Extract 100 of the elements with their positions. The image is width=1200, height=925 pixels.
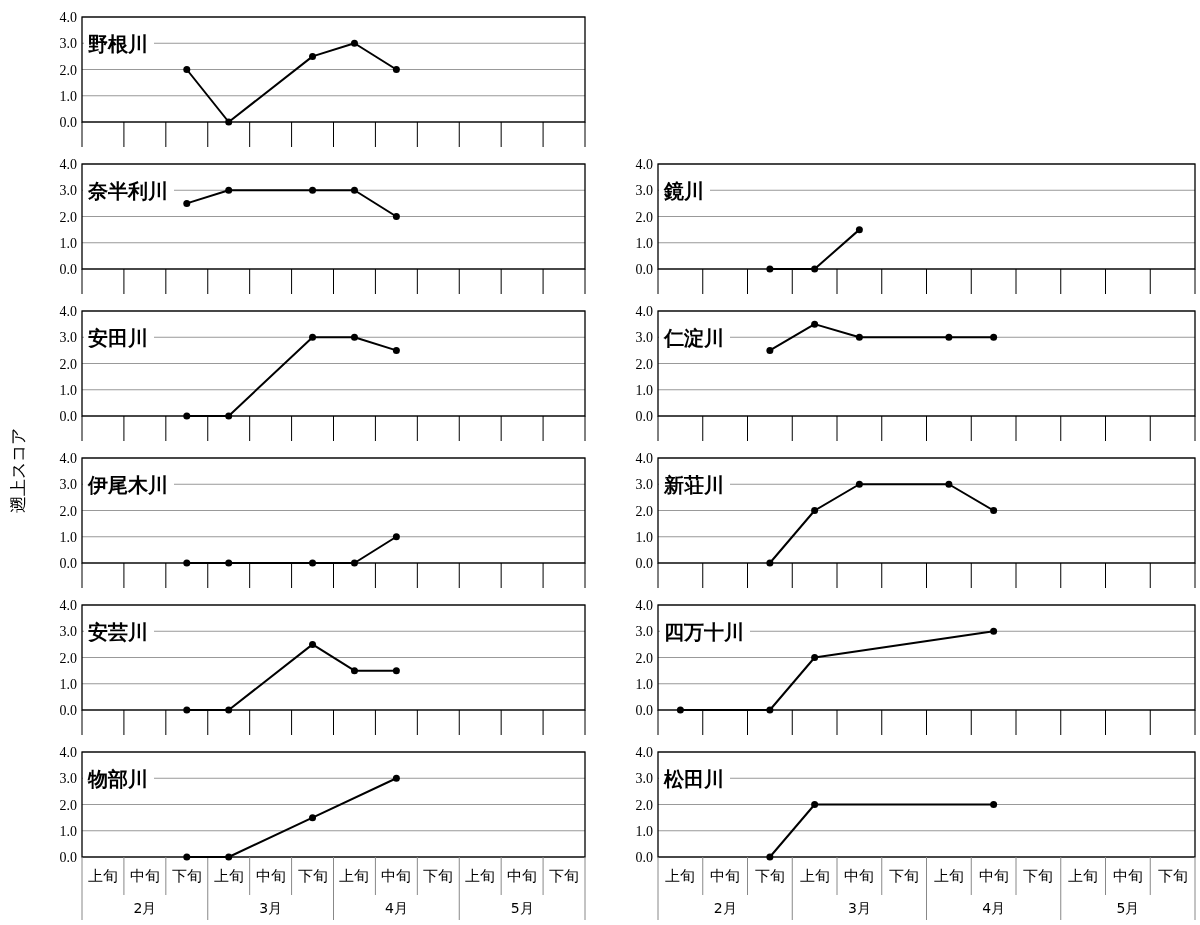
y-tick-label: 0.0 bbox=[59, 262, 77, 277]
x-tick-label: 中旬 bbox=[381, 867, 412, 885]
y-tick-label: 4.0 bbox=[635, 598, 653, 613]
y-tick-label: 3.0 bbox=[635, 771, 653, 787]
point bbox=[855, 333, 863, 341]
y-axis-title: 遡上スコア bbox=[8, 427, 28, 513]
text: 松田川 bbox=[663, 767, 724, 791]
point bbox=[392, 213, 400, 220]
x-tick-label: 上旬 bbox=[87, 867, 118, 885]
point bbox=[945, 480, 953, 488]
y-tick-label: 3.0 bbox=[635, 183, 653, 199]
point bbox=[183, 412, 191, 420]
point bbox=[811, 320, 819, 328]
y-tick-label: 1.0 bbox=[635, 529, 653, 545]
text: 安田川 bbox=[88, 326, 148, 350]
y-tick-label: 4.0 bbox=[59, 10, 77, 25]
point bbox=[392, 774, 400, 782]
point bbox=[766, 559, 774, 567]
x-tick-label: 上旬 bbox=[339, 867, 370, 885]
y-tick-label: 0.0 bbox=[635, 556, 653, 571]
text: 5月 bbox=[510, 900, 534, 916]
point bbox=[350, 186, 358, 194]
text: 四万十川 bbox=[664, 620, 744, 644]
y-tick-label: 0.0 bbox=[635, 262, 653, 277]
y-tick-label: 1.0 bbox=[59, 235, 77, 251]
point bbox=[766, 706, 774, 714]
y-tick-label: 1.0 bbox=[59, 529, 77, 545]
text: 安芸川 bbox=[88, 620, 148, 644]
y-tick-label: 3.0 bbox=[59, 477, 77, 493]
text: 4月 bbox=[982, 900, 1006, 916]
y-tick-label: 4.0 bbox=[59, 304, 77, 319]
point bbox=[225, 853, 233, 861]
x-tick-label: 下旬 bbox=[423, 867, 454, 885]
x-tick-label: 中旬 bbox=[1112, 867, 1143, 885]
point bbox=[392, 667, 400, 675]
y-tick-label: 1.0 bbox=[635, 823, 653, 839]
y-tick-label: 0.0 bbox=[59, 850, 77, 865]
text: 物部川 bbox=[87, 767, 148, 791]
y-tick-label: 4.0 bbox=[635, 745, 653, 760]
y-tick-label: 2.0 bbox=[59, 209, 77, 225]
point bbox=[392, 346, 400, 354]
point bbox=[225, 412, 233, 420]
point bbox=[225, 118, 233, 126]
y-tick-label: 1.0 bbox=[635, 676, 653, 692]
y-tick-label: 1.0 bbox=[635, 235, 653, 251]
point bbox=[990, 333, 998, 341]
text: 新荘川 bbox=[663, 473, 724, 497]
y-tick-label: 0.0 bbox=[59, 703, 77, 718]
point bbox=[183, 706, 191, 714]
point bbox=[350, 39, 358, 47]
x-tick-label: 上旬 bbox=[933, 867, 964, 885]
y-tick-label: 4.0 bbox=[59, 157, 77, 172]
point bbox=[183, 853, 191, 861]
text: 2月 bbox=[133, 900, 157, 916]
x-tick-label: 下旬 bbox=[171, 867, 202, 885]
text: 2月 bbox=[713, 900, 737, 916]
y-tick-label: 4.0 bbox=[59, 598, 77, 613]
y-tick-label: 2.0 bbox=[59, 650, 77, 666]
point bbox=[766, 346, 774, 354]
point bbox=[676, 706, 684, 714]
x-tick-label: 下旬 bbox=[754, 867, 785, 885]
y-tick-label: 0.0 bbox=[59, 556, 77, 571]
x-tick-label: 上旬 bbox=[1068, 867, 1099, 885]
text: 4月 bbox=[384, 900, 408, 916]
text: 伊尾木川 bbox=[87, 473, 168, 497]
y-tick-label: 1.0 bbox=[635, 382, 653, 398]
x-tick-label: 中旬 bbox=[844, 867, 875, 885]
y-tick-label: 2.0 bbox=[635, 356, 653, 372]
y-tick-label: 3.0 bbox=[59, 771, 77, 787]
point bbox=[990, 507, 998, 514]
x-tick-label: 下旬 bbox=[889, 867, 920, 885]
y-tick-label: 2.0 bbox=[59, 356, 77, 372]
point bbox=[855, 480, 863, 488]
y-tick-label: 3.0 bbox=[59, 36, 77, 52]
point bbox=[350, 333, 358, 341]
x-tick-label: 中旬 bbox=[978, 867, 1009, 885]
y-tick-label: 1.0 bbox=[59, 88, 77, 104]
x-tick-label: 上旬 bbox=[665, 867, 696, 885]
y-tick-label: 1.0 bbox=[59, 676, 77, 692]
x-tick-label: 中旬 bbox=[710, 867, 741, 885]
y-tick-label: 2.0 bbox=[59, 503, 77, 519]
y-tick-label: 2.0 bbox=[635, 503, 653, 519]
y-tick-label: 2.0 bbox=[635, 650, 653, 666]
text: 3月 bbox=[847, 900, 871, 916]
x-tick-label: 上旬 bbox=[465, 867, 496, 885]
point bbox=[309, 814, 317, 822]
y-tick-label: 0.0 bbox=[59, 115, 77, 130]
point bbox=[945, 333, 953, 341]
point bbox=[350, 667, 358, 675]
y-tick-label: 3.0 bbox=[59, 330, 77, 346]
y-tick-label: 0.0 bbox=[59, 409, 77, 424]
y-tick-label: 4.0 bbox=[635, 304, 653, 319]
x-tick-label: 上旬 bbox=[213, 867, 244, 885]
y-tick-label: 3.0 bbox=[635, 624, 653, 640]
y-tick-label: 4.0 bbox=[59, 451, 77, 466]
point bbox=[225, 186, 233, 194]
point bbox=[183, 199, 191, 207]
point bbox=[392, 66, 400, 73]
point bbox=[811, 507, 819, 514]
y-tick-label: 2.0 bbox=[59, 62, 77, 78]
